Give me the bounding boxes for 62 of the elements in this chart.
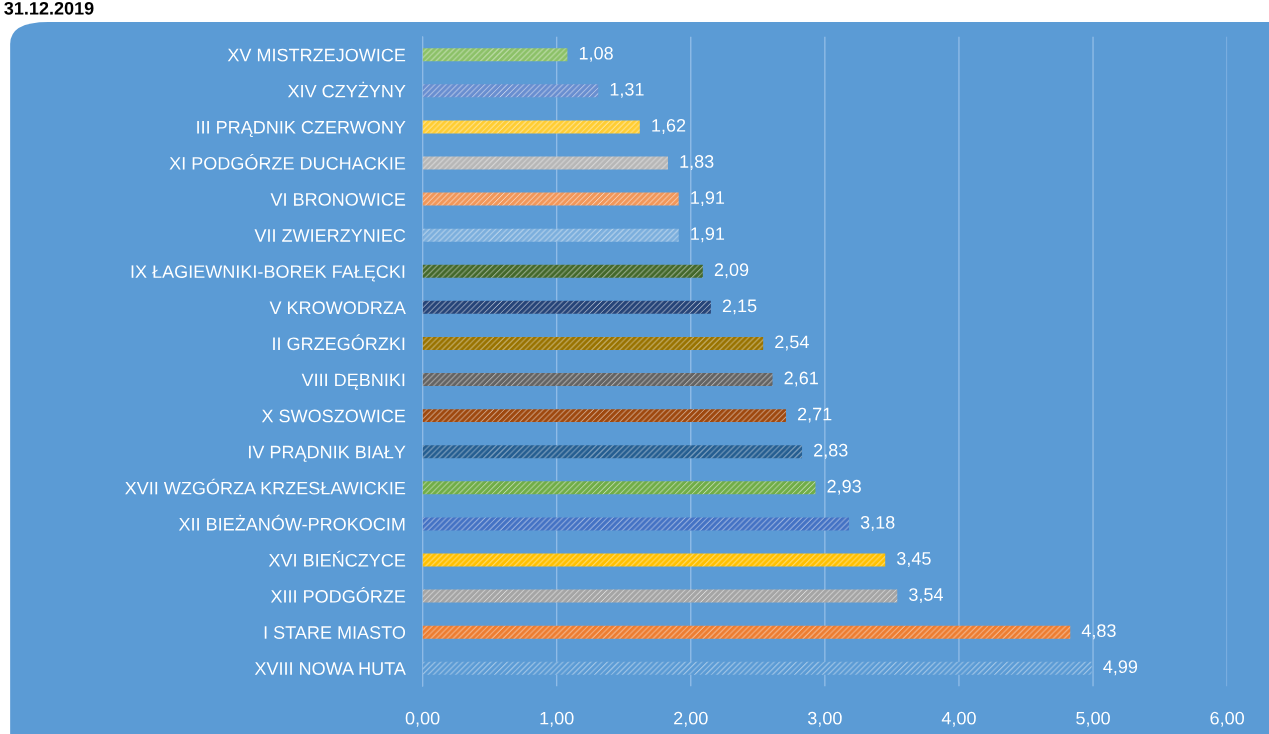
data-label: 1,31 <box>610 82 644 98</box>
y-tick-label: XI PODGÓRZE DUCHACKIE <box>169 153 406 170</box>
bar <box>422 336 764 350</box>
data-label: 2,71 <box>797 407 832 423</box>
x-tick-label: 0,00 <box>405 711 440 727</box>
bar <box>422 661 1092 675</box>
data-label: 1,62 <box>652 118 686 134</box>
y-tick-label: IX ŁAGIEWNIKI-BOREK FAŁĘCKI <box>131 265 405 282</box>
x-tick-label: 4,00 <box>941 711 976 727</box>
data-label: 1,91 <box>691 227 725 243</box>
y-tick-label: X SWOSZOWICE <box>261 409 406 423</box>
bar <box>422 192 679 206</box>
bar <box>422 409 786 423</box>
data-label: 2,93 <box>827 479 861 495</box>
bar <box>422 445 803 459</box>
data-label: 4,83 <box>1081 624 1116 640</box>
y-tick-label: XVIII NOWA HUTA <box>254 662 406 675</box>
data-label: 1,91 <box>691 191 725 207</box>
bar <box>422 120 640 134</box>
data-label: 3,54 <box>909 588 943 604</box>
y-tick-label: XVI BIEŃCZYCE <box>268 550 406 567</box>
data-label: 2,54 <box>775 335 809 351</box>
y-tick-label: IV PRĄDNIK BIAŁY <box>249 445 406 462</box>
bar <box>422 553 886 567</box>
data-label: 2,09 <box>714 263 749 279</box>
bar <box>422 517 849 531</box>
data-label: 4,99 <box>1103 660 1138 676</box>
y-tick-label: VI BRONOWICE <box>270 193 406 206</box>
x-tick-label: 2,00 <box>674 711 708 727</box>
y-tick-label: XIII PODGÓRZE <box>270 586 406 603</box>
y-tick-label: VII ZWIERZYNIEC <box>254 229 406 242</box>
bar <box>422 156 668 170</box>
x-tick-label: 1,00 <box>540 711 574 727</box>
bar <box>422 48 568 62</box>
y-tick-label: VIII DĘBNIKI <box>301 373 405 390</box>
bar <box>422 84 599 98</box>
bar <box>422 228 679 242</box>
y-tick-label: XIV CZYŻYNY <box>287 81 406 98</box>
y-tick-label: XVII WZGÓRZA KRZESŁAWICKIE <box>125 478 406 495</box>
bar <box>422 300 711 314</box>
data-label: 1,08 <box>579 46 613 62</box>
y-tick-label: XII BIEŻANÓW-PROKOCIM <box>178 514 405 531</box>
y-tick-label: XV MISTRZEJOWICE <box>227 48 406 62</box>
y-tick-label: II GRZEGÓRZKI <box>273 334 405 351</box>
data-label: 1,83 <box>680 155 714 170</box>
bar <box>422 625 1071 639</box>
x-tick-label: 6,00 <box>1210 711 1244 727</box>
y-tick-label: III PRĄDNIK CZERWONY <box>197 120 406 138</box>
bar <box>422 373 773 387</box>
x-tick-label: 5,00 <box>1076 711 1110 727</box>
bar <box>422 264 703 278</box>
data-label: 3,45 <box>896 552 931 567</box>
y-tick-label: V KROWODRZA <box>269 301 406 315</box>
data-label: 2,15 <box>722 299 757 315</box>
x-tick-label: 3,00 <box>807 711 842 727</box>
data-label: 3,18 <box>860 515 895 531</box>
text: 31.12.2019 <box>4 1 94 15</box>
data-label: 2,61 <box>784 371 818 387</box>
bar <box>422 481 816 495</box>
bar <box>422 589 898 603</box>
data-label: 2,83 <box>814 443 848 459</box>
y-tick-label: I STARE MIASTO <box>264 626 406 639</box>
